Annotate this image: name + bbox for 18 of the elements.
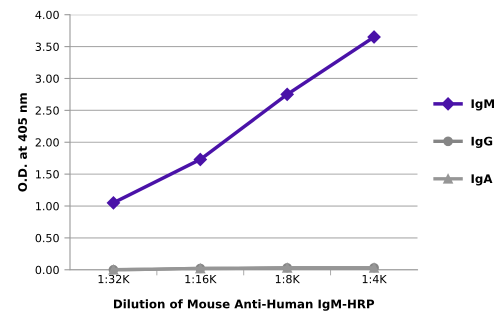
legend-label: IgA — [472, 174, 492, 186]
y-tick-label: 1.50 — [36, 170, 59, 179]
legend-label: IgM — [472, 99, 494, 111]
y-tick-label: 3.50 — [36, 42, 59, 51]
x-tick-label: 1:8K — [276, 274, 300, 284]
x-axis-title: Dilution of Mouse Anti-Human IgM-HRP — [114, 299, 374, 311]
legend-label: IgG — [472, 136, 492, 148]
x-tick-label: 1:16K — [185, 274, 217, 284]
y-axis-title: O.D. at 405 nm — [18, 93, 27, 192]
y-tick-label: 4.00 — [35, 10, 59, 20]
y-tick-label: 1.00 — [36, 202, 59, 210]
y-tick-label: 0.00 — [36, 266, 59, 274]
y-tick-label: 2.00 — [36, 138, 59, 147]
y-tick-label: 2.50 — [36, 106, 59, 115]
x-tick-label: 1:4K — [362, 274, 387, 284]
y-tick-label: 3.00 — [36, 74, 59, 83]
x-tick-label: 1:32K — [98, 274, 130, 284]
y-tick-label: 0.50 — [36, 234, 59, 242]
